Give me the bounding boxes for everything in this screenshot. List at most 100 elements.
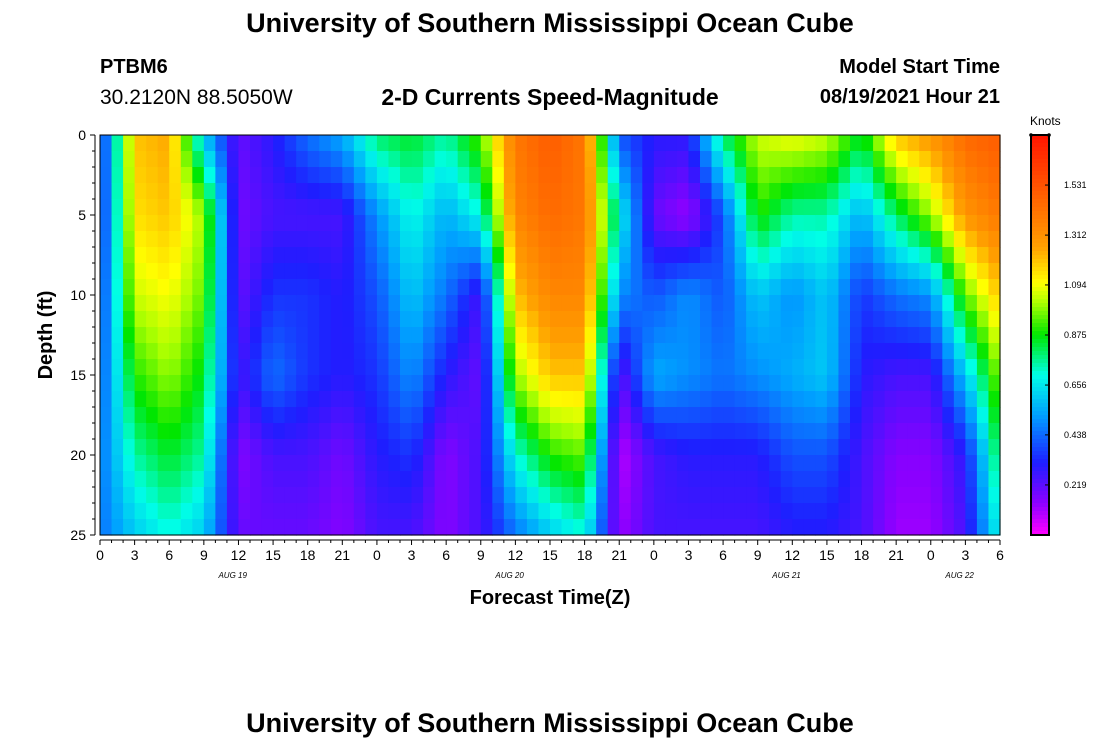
heatmap-cell <box>526 519 540 536</box>
heatmap-cell <box>584 199 597 216</box>
colorbar-tick-label: 0.875 <box>1064 330 1087 340</box>
heatmap-cell <box>630 343 643 360</box>
heatmap-cell <box>561 487 574 504</box>
heatmap-cell <box>976 151 990 168</box>
heatmap-cell <box>446 263 459 280</box>
heatmap-cell <box>850 263 863 280</box>
date-label: AUG 22 <box>944 571 974 580</box>
heatmap-cell <box>423 343 436 360</box>
heatmap-cell <box>976 183 990 200</box>
heatmap-cell <box>780 311 793 328</box>
heatmap-cell <box>780 327 793 344</box>
heatmap-cell <box>550 215 563 232</box>
heatmap-cell <box>746 151 759 168</box>
y-tick-label: 5 <box>78 207 86 223</box>
heatmap-cell <box>861 199 874 216</box>
heatmap-cell <box>157 263 170 280</box>
heatmap-cell <box>400 487 413 504</box>
heatmap-cell <box>746 311 759 328</box>
heatmap-cell <box>988 167 1001 184</box>
heatmap-cell <box>538 519 551 536</box>
heatmap-cell <box>619 503 632 520</box>
heatmap-cell <box>146 135 159 152</box>
heatmap-cell <box>884 199 897 216</box>
heatmap-cell <box>976 471 990 488</box>
heatmap-cell <box>619 295 632 312</box>
heatmap-cell <box>111 519 124 536</box>
heatmap-cell <box>134 487 147 504</box>
colorbar-segment <box>1031 291 1049 296</box>
heatmap-cell <box>238 455 251 472</box>
heatmap-cell <box>330 375 343 392</box>
heatmap-cell <box>873 439 886 456</box>
heatmap-cell <box>503 391 516 408</box>
heatmap-cell <box>630 199 643 216</box>
heatmap-cell <box>896 359 909 376</box>
colorbar-segment <box>1031 395 1049 400</box>
heatmap-cell <box>180 439 193 456</box>
heatmap-cell <box>688 135 701 152</box>
heatmap-cell <box>342 391 355 408</box>
heatmap-cell <box>261 263 274 280</box>
heatmap-cell <box>296 423 309 440</box>
heatmap-cell <box>723 359 736 376</box>
heatmap-cell <box>642 231 655 248</box>
heatmap-cell <box>503 343 516 360</box>
heatmap-cell <box>861 279 874 296</box>
heatmap-cell <box>919 263 932 280</box>
heatmap-cell <box>319 343 332 360</box>
heatmap-cell <box>734 455 747 472</box>
heatmap-cell <box>953 519 966 536</box>
heatmap-cell <box>469 471 482 488</box>
heatmap-cell <box>169 423 182 440</box>
heatmap-cell <box>815 295 828 312</box>
heatmap-cell <box>942 423 955 440</box>
heatmap-cell <box>642 519 655 536</box>
heatmap-cell <box>734 151 747 168</box>
heatmap-cell <box>353 183 366 200</box>
heatmap-cell <box>700 471 713 488</box>
heatmap-cell <box>723 503 736 520</box>
heatmap-cell <box>584 215 597 232</box>
heatmap-cell <box>550 247 563 264</box>
heatmap-cell <box>907 407 920 424</box>
heatmap-cell <box>965 455 978 472</box>
heatmap-cell <box>411 231 424 248</box>
heatmap-cell <box>469 391 482 408</box>
heatmap-cell <box>700 295 713 312</box>
heatmap-cell <box>238 279 251 296</box>
heatmap-cell <box>134 295 147 312</box>
heatmap-cell <box>861 327 874 344</box>
heatmap-cell <box>146 391 159 408</box>
heatmap-cell <box>769 375 782 392</box>
colorbar-segment <box>1031 471 1049 476</box>
heatmap-cell <box>400 407 413 424</box>
heatmap-cell <box>792 295 805 312</box>
colorbar-segment <box>1031 375 1049 380</box>
heatmap-cell <box>215 247 228 264</box>
heatmap-cell <box>353 407 366 424</box>
heatmap-cell <box>780 391 793 408</box>
heatmap-cell <box>376 503 390 520</box>
heatmap-cell <box>134 135 147 152</box>
heatmap-cell <box>803 471 816 488</box>
heatmap-cell <box>919 311 932 328</box>
y-tick-label: 10 <box>70 287 86 303</box>
heatmap-cell <box>896 519 909 536</box>
heatmap-cell <box>319 519 332 536</box>
x-tick-label: 15 <box>542 547 558 563</box>
heatmap-cell <box>284 183 297 200</box>
heatmap-cell <box>792 183 805 200</box>
heatmap-cell <box>250 439 263 456</box>
heatmap-cell <box>780 439 793 456</box>
heatmap-cell <box>861 263 874 280</box>
heatmap-cell <box>873 423 886 440</box>
heatmap-cell <box>192 263 205 280</box>
heatmap-cell <box>261 423 274 440</box>
heatmap-cell <box>480 519 493 536</box>
heatmap-cell <box>700 391 713 408</box>
heatmap-cell <box>296 295 309 312</box>
colorbar-segment <box>1031 443 1049 448</box>
heatmap-cell <box>353 311 366 328</box>
